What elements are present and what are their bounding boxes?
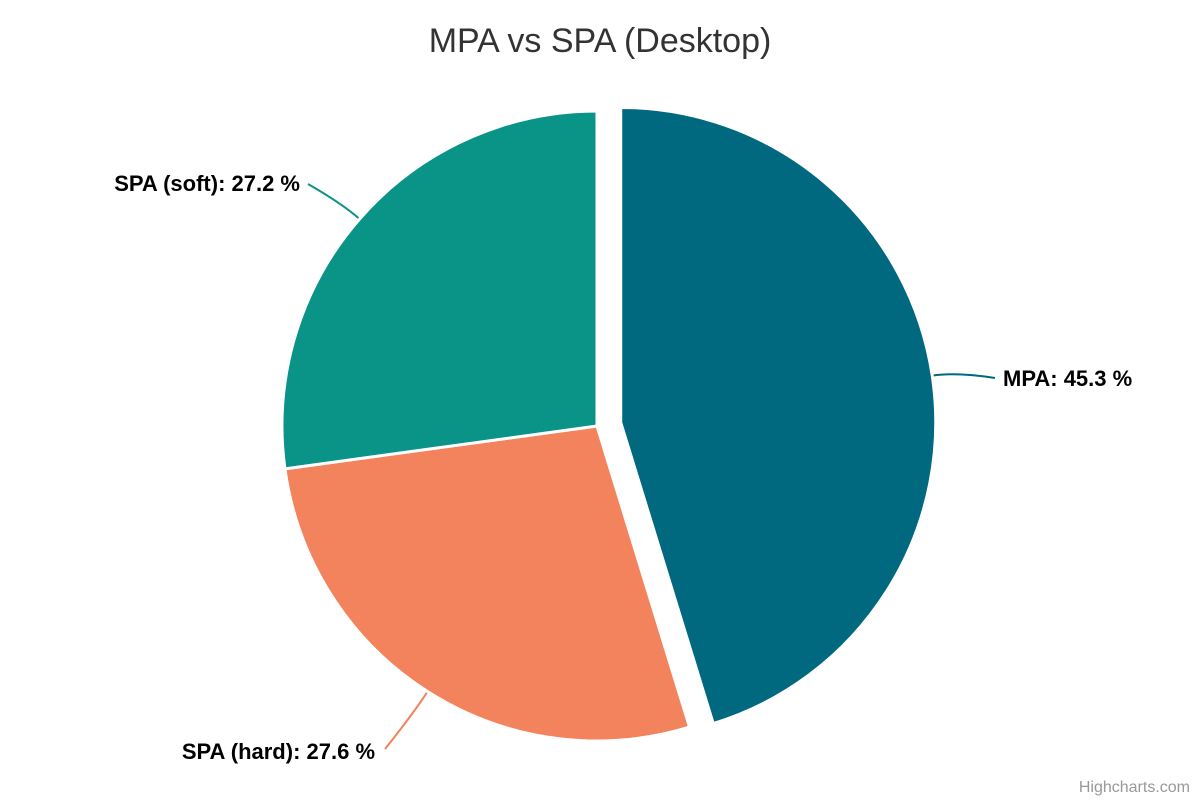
pie-slice-spa-hard[interactable] — [283, 424, 692, 743]
label-connector-mpa — [932, 373, 996, 379]
label-connectors — [307, 183, 996, 750]
chart-title: MPA vs SPA (Desktop) — [429, 22, 772, 60]
credits-link[interactable]: Highcharts.com — [1079, 779, 1190, 796]
label-connector-spa-hard — [384, 690, 429, 750]
data-label-spa-hard: SPA (hard): 27.6 % — [182, 739, 375, 764]
pie-series — [280, 105, 938, 743]
data-label-spa-soft: SPA (soft): 27.2 % — [114, 171, 300, 196]
data-label-mpa: MPA: 45.3 % — [1003, 366, 1132, 391]
data-labels: MPA: 45.3 % SPA (hard): 27.6 % SPA (soft):… — [114, 171, 1132, 764]
pie-slice-spa-soft[interactable] — [280, 109, 599, 471]
label-connector-spa-soft — [307, 183, 361, 220]
pie-slice-mpa[interactable] — [619, 105, 938, 726]
